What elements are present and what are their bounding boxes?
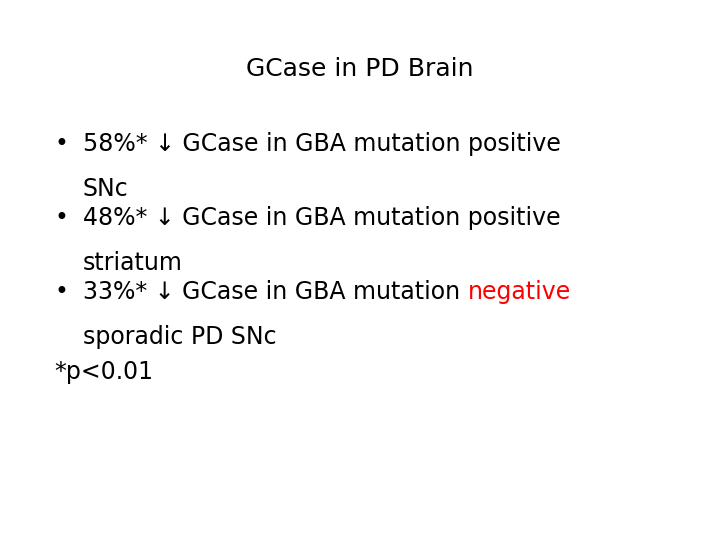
Text: striatum: striatum	[83, 251, 183, 274]
Text: 33%* ↓ GCase in GBA mutation: 33%* ↓ GCase in GBA mutation	[83, 280, 467, 304]
Text: sporadic PD SNc: sporadic PD SNc	[83, 325, 276, 348]
Text: GCase in PD Brain: GCase in PD Brain	[246, 57, 474, 80]
Text: 58%* ↓ GCase in GBA mutation positive: 58%* ↓ GCase in GBA mutation positive	[83, 132, 561, 156]
Text: •: •	[54, 132, 68, 156]
Text: •: •	[54, 280, 68, 304]
Text: negative: negative	[467, 280, 571, 304]
Text: •: •	[54, 206, 68, 230]
Text: *p<0.01: *p<0.01	[54, 360, 153, 383]
Text: SNc: SNc	[83, 177, 129, 200]
Text: 48%* ↓ GCase in GBA mutation positive: 48%* ↓ GCase in GBA mutation positive	[83, 206, 560, 230]
